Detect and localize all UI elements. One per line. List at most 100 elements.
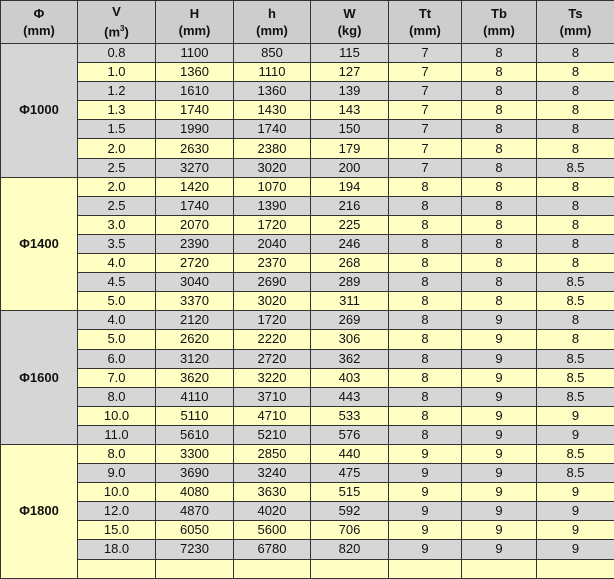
table-cell: 4.5 (78, 273, 156, 292)
table-cell: 2690 (234, 273, 311, 292)
table-cell: 8 (462, 292, 537, 311)
table-cell: 8 (537, 311, 614, 330)
table-cell: 1.2 (78, 82, 156, 101)
table-cell: 9 (462, 521, 537, 540)
table-cell: 8 (389, 349, 462, 368)
table-cell: 9 (389, 521, 462, 540)
table-cell: 1.3 (78, 101, 156, 120)
table-cell: 533 (311, 406, 389, 425)
group-label: Φ1400 (1, 177, 78, 311)
table-cell: 8.5 (537, 387, 614, 406)
table-cell: 311 (311, 292, 389, 311)
table-cell: 9 (389, 502, 462, 521)
table-cell: 200 (311, 158, 389, 177)
table-cell: 9 (462, 425, 537, 444)
table-cell: 8 (389, 196, 462, 215)
header-Tb: Tb(mm) (462, 1, 537, 44)
table-cell: 2070 (156, 215, 234, 234)
table-cell: 7230 (156, 540, 234, 559)
table-cell: 2.5 (78, 158, 156, 177)
table-cell: 9 (537, 406, 614, 425)
table-cell: 150 (311, 120, 389, 139)
table-cell: 9 (389, 540, 462, 559)
table-cell: 1070 (234, 177, 311, 196)
table-cell: 1720 (234, 215, 311, 234)
table-cell: 8 (462, 158, 537, 177)
table-cell: 6.0 (78, 349, 156, 368)
table-cell: 3300 (156, 444, 234, 463)
table-cell: 4080 (156, 483, 234, 502)
table-cell: 9 (462, 349, 537, 368)
table-cell: 2.0 (78, 177, 156, 196)
table-cell: 7 (389, 82, 462, 101)
table-cell: 475 (311, 464, 389, 483)
table-cell: 9 (462, 444, 537, 463)
table-cell: 9 (462, 502, 537, 521)
table-cell: 2720 (234, 349, 311, 368)
table-cell: 3020 (234, 292, 311, 311)
table-cell: 8 (462, 63, 537, 82)
table-cell: 8 (462, 273, 537, 292)
table-cell: 2390 (156, 234, 234, 253)
table-cell: 9 (537, 425, 614, 444)
table-cell: 8.5 (537, 273, 614, 292)
table-cell: 9 (462, 540, 537, 559)
table-cell: 8 (537, 215, 614, 234)
table-cell: 5210 (234, 425, 311, 444)
table-cell: 2040 (234, 234, 311, 253)
table-cell: 127 (311, 63, 389, 82)
header-W: W(kg) (311, 1, 389, 44)
table-cell: 5.0 (78, 330, 156, 349)
table-cell: 179 (311, 139, 389, 158)
table-cell: 3370 (156, 292, 234, 311)
table-cell: 2120 (156, 311, 234, 330)
table-cell: 216 (311, 196, 389, 215)
header-H: H(mm) (156, 1, 234, 44)
table-cell: 8 (389, 273, 462, 292)
table-cell: 8.5 (537, 464, 614, 483)
table-cell: 362 (311, 349, 389, 368)
table-cell: 8 (462, 177, 537, 196)
table-cell: 2.5 (78, 196, 156, 215)
table-cell: 3690 (156, 464, 234, 483)
table-cell: 18.0 (78, 540, 156, 559)
table-cell: 268 (311, 254, 389, 273)
table-cell: 1360 (234, 82, 311, 101)
table-cell: 9 (389, 444, 462, 463)
table-cell: 8 (462, 82, 537, 101)
table-cell: 0.8 (78, 44, 156, 63)
table-cell: 8.5 (537, 158, 614, 177)
table-cell: 8 (462, 215, 537, 234)
table-cell: 8 (462, 139, 537, 158)
table-cell: 9 (462, 311, 537, 330)
table-cell: 4.0 (78, 311, 156, 330)
table-cell: 225 (311, 215, 389, 234)
table-cell: 7 (389, 120, 462, 139)
table-cell: 4.0 (78, 254, 156, 273)
header-diameter: Φ(mm) (1, 1, 78, 44)
table-cell: 9 (389, 464, 462, 483)
table-cell: 820 (311, 540, 389, 559)
table-cell: 143 (311, 101, 389, 120)
table-cell: 194 (311, 177, 389, 196)
table-cell: 1430 (234, 101, 311, 120)
table-cell: 8 (462, 196, 537, 215)
table-cell: 7 (389, 139, 462, 158)
table-cell: 9 (462, 330, 537, 349)
table-cell: 4110 (156, 387, 234, 406)
table-cell: 8 (389, 234, 462, 253)
table-cell: 8 (462, 101, 537, 120)
table-cell: 3240 (234, 464, 311, 483)
